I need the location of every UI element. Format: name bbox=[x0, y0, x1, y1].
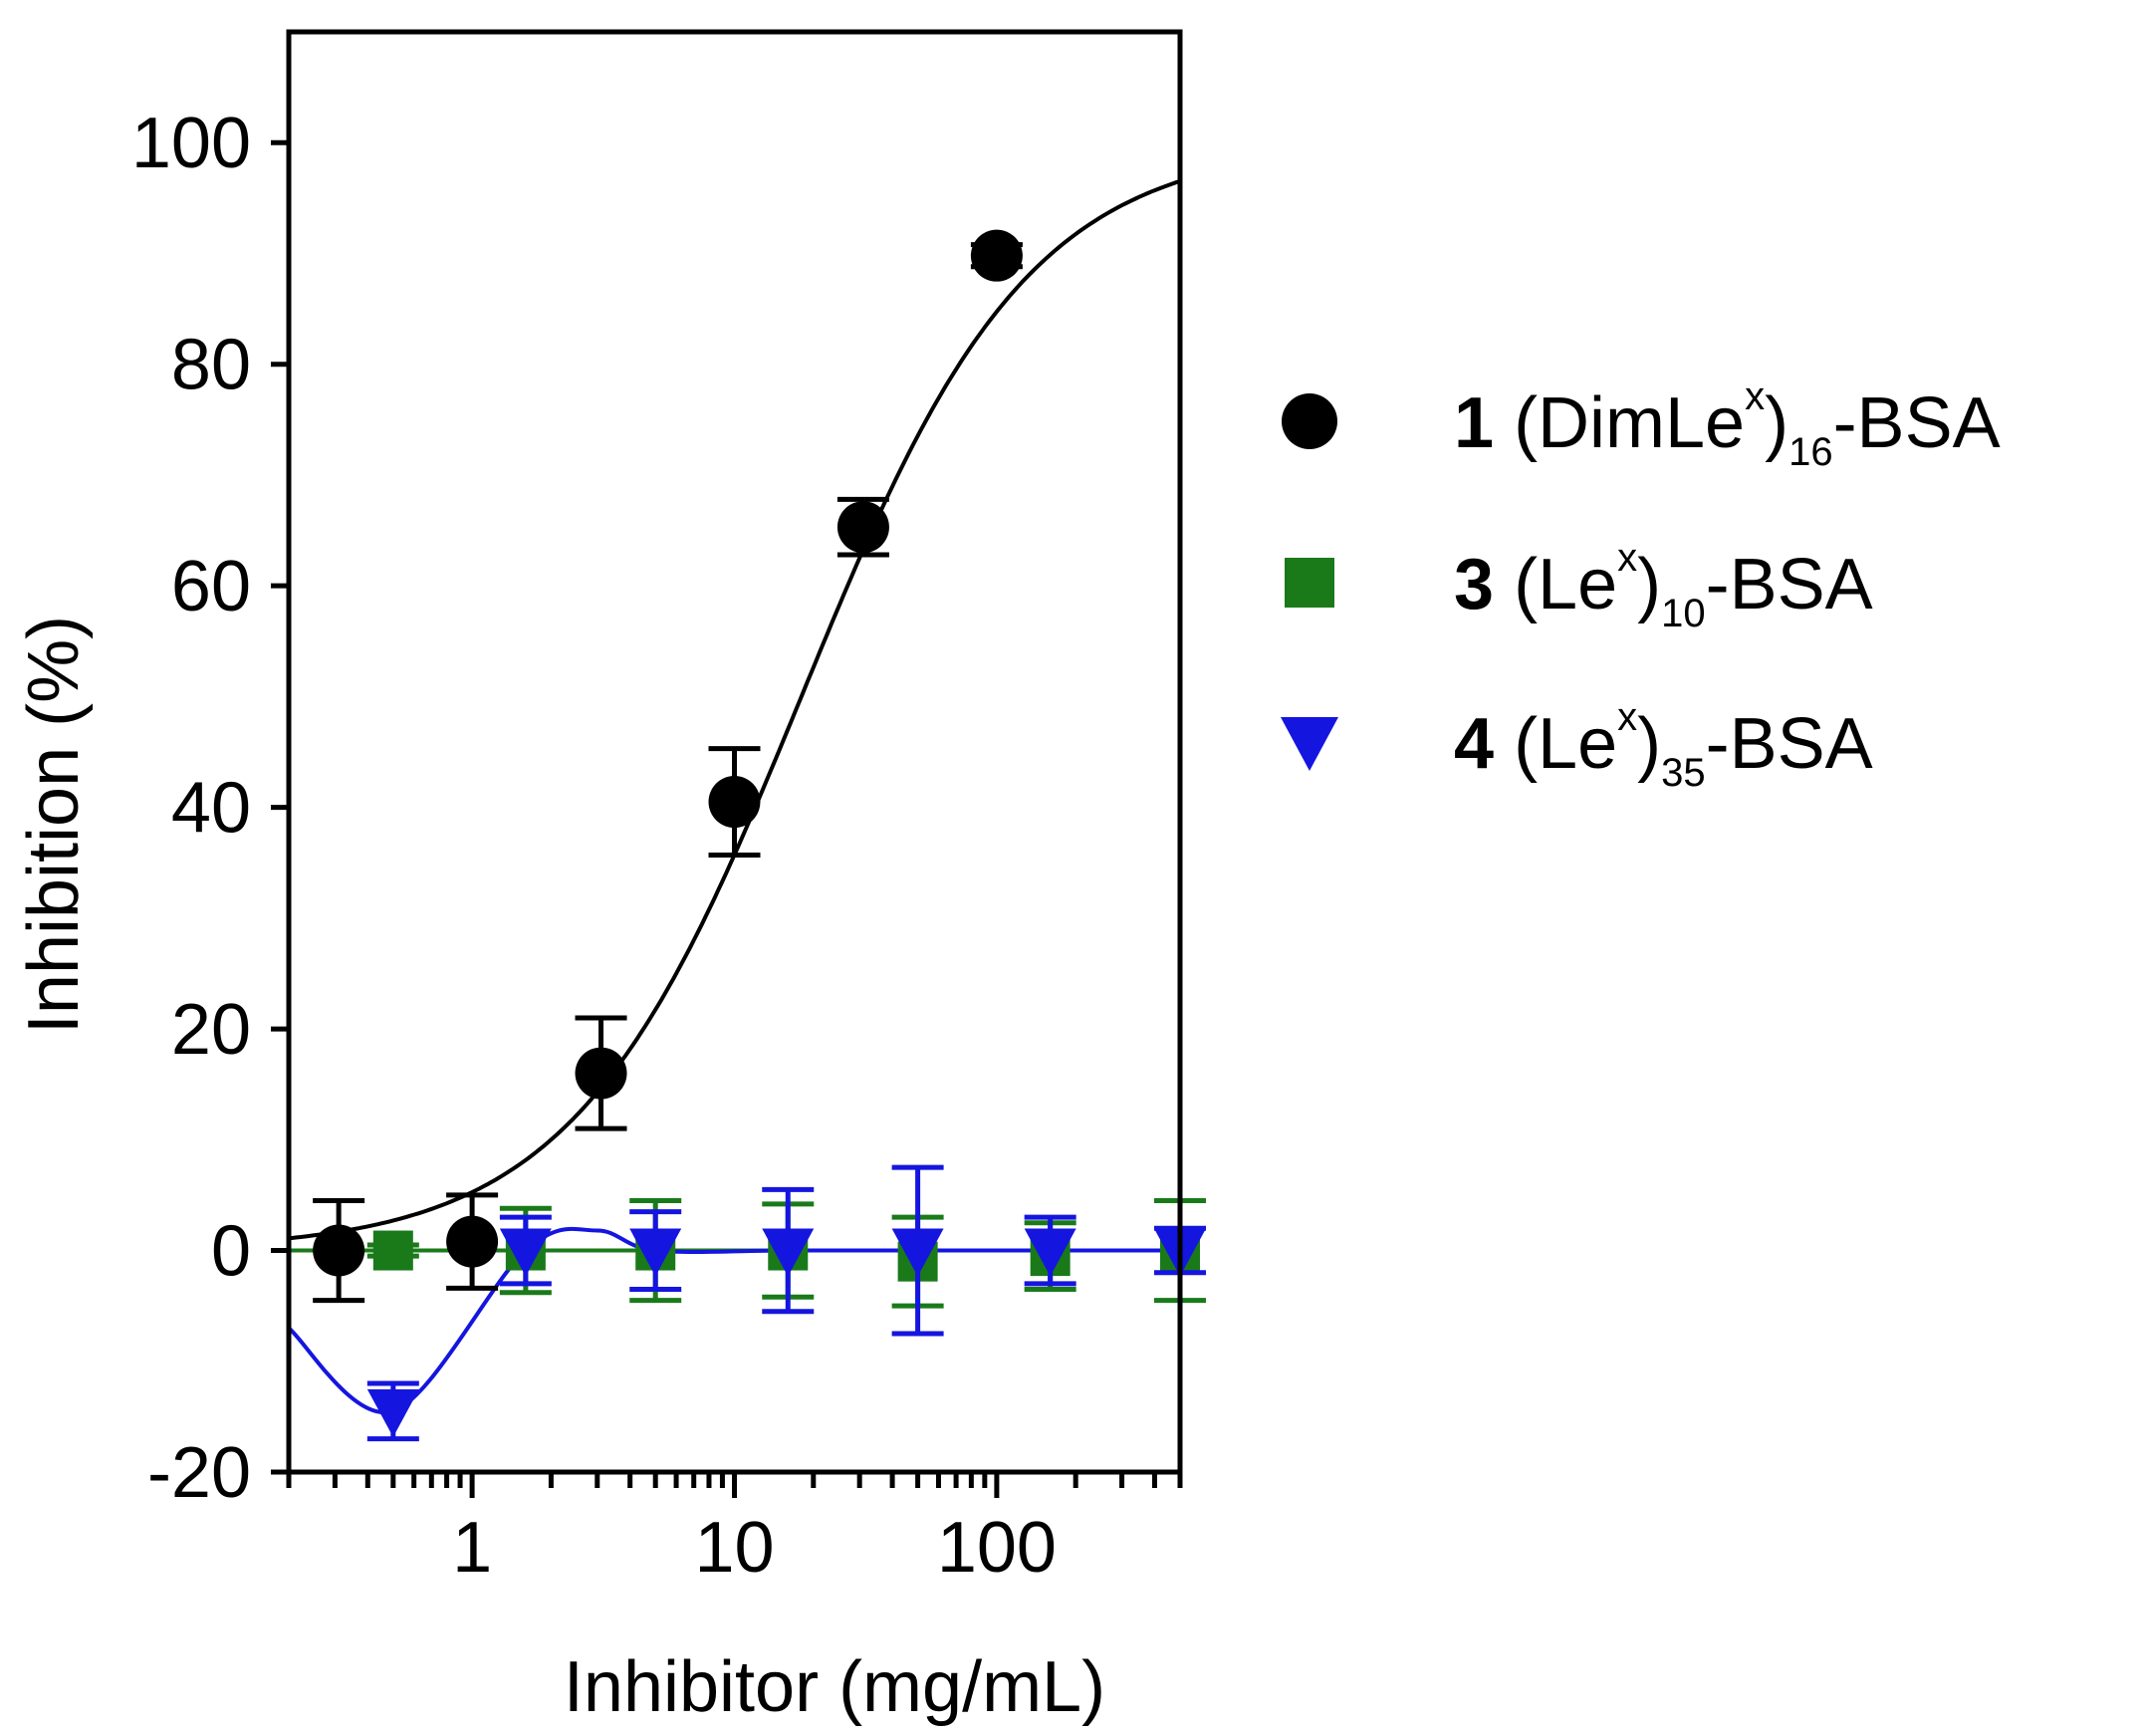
legend-text-sub: 35 bbox=[1661, 751, 1706, 795]
marker-square bbox=[372, 1230, 413, 1271]
legend-number: 4 bbox=[1454, 704, 1495, 784]
legend-text-pre: (Le bbox=[1514, 704, 1618, 784]
data-point-s4 bbox=[499, 1214, 552, 1287]
data-point-s1 bbox=[836, 496, 889, 558]
legend-text-suffix: -BSA bbox=[1705, 704, 1873, 784]
data-point-s1 bbox=[575, 1015, 627, 1131]
marker-triangle-down bbox=[366, 1388, 419, 1437]
data-point-s1 bbox=[970, 229, 1023, 282]
legend-marker-triangle bbox=[1281, 717, 1338, 771]
legend-text-sup: x bbox=[1617, 695, 1638, 739]
marker-triangle-down bbox=[891, 1228, 944, 1277]
data-point-s4 bbox=[762, 1186, 815, 1315]
x-tick-label: 1 bbox=[452, 1508, 492, 1588]
legend-label-series-4: 4 (Lex)35-BSA bbox=[1454, 697, 1873, 793]
tick-labels: -20 0 20 40 60 80 100 1 10 100 bbox=[131, 104, 1057, 1588]
fit-curve-s1 bbox=[288, 178, 1181, 1241]
y-tick-label: 40 bbox=[171, 769, 251, 849]
x-axis-title: Inhibitor (mg/mL) bbox=[564, 1647, 1105, 1727]
data-point-s4 bbox=[1024, 1214, 1076, 1287]
legend-label-series-1: 1 (DimLex)16-BSA bbox=[1454, 376, 2001, 472]
legend-text-post: ) bbox=[1637, 704, 1662, 784]
square-marker-icon bbox=[1285, 558, 1334, 608]
legend-text-sub: 16 bbox=[1788, 430, 1833, 474]
data-point-s4 bbox=[366, 1380, 419, 1442]
data-point-s1 bbox=[708, 746, 761, 858]
data-point-s1 bbox=[446, 1192, 499, 1291]
marker-triangle-down bbox=[762, 1228, 815, 1277]
data-point-s3 bbox=[366, 1230, 419, 1271]
y-tick-label: 60 bbox=[171, 547, 251, 626]
y-tick-label: 20 bbox=[171, 990, 251, 1070]
legend-text-sub: 10 bbox=[1661, 592, 1706, 635]
legend-item-series-4: 4 (Lex)35-BSA bbox=[1275, 697, 2131, 793]
y-tick-label: 100 bbox=[131, 104, 251, 183]
legend-text-post: ) bbox=[1637, 545, 1662, 624]
legend-marker-circle bbox=[1282, 393, 1337, 449]
data-point-s1 bbox=[313, 1197, 365, 1304]
marker-circle bbox=[575, 1047, 627, 1100]
triangle-down-marker-icon bbox=[1281, 717, 1338, 771]
data-point-s4 bbox=[891, 1164, 944, 1337]
legend-text-suffix: -BSA bbox=[1832, 383, 2001, 463]
axes bbox=[271, 29, 1183, 1498]
legend-item-series-3: 3 (Lex)10-BSA bbox=[1275, 538, 2131, 633]
data-point-s4 bbox=[629, 1209, 682, 1292]
y-tick-label: 0 bbox=[211, 1212, 251, 1292]
legend-text-suffix: -BSA bbox=[1705, 545, 1873, 624]
marker-triangle-down bbox=[499, 1228, 552, 1277]
y-tick-label: 80 bbox=[171, 326, 251, 405]
data-marks bbox=[313, 229, 1206, 1442]
marker-circle bbox=[836, 501, 889, 554]
legend-text-sup: x bbox=[1617, 536, 1638, 580]
legend-text-post: ) bbox=[1765, 383, 1789, 463]
legend-text-pre: (DimLe bbox=[1514, 383, 1746, 463]
legend-text-pre: (Le bbox=[1514, 545, 1618, 624]
marker-triangle-down bbox=[629, 1228, 682, 1277]
marker-circle bbox=[313, 1224, 365, 1277]
legend-item-series-1: 1 (DimLex)16-BSA bbox=[1275, 376, 2131, 472]
circle-marker-icon bbox=[1282, 393, 1337, 449]
y-tick-label: -20 bbox=[147, 1433, 251, 1513]
marker-triangle-down bbox=[1024, 1228, 1076, 1277]
legend-marker-square bbox=[1285, 558, 1334, 608]
legend-label-series-3: 3 (Lex)10-BSA bbox=[1454, 538, 1873, 633]
legend-number: 1 bbox=[1454, 383, 1495, 463]
legend-number: 3 bbox=[1454, 545, 1495, 624]
marker-circle bbox=[970, 229, 1023, 282]
x-tick-label: 100 bbox=[937, 1508, 1057, 1588]
marker-circle bbox=[446, 1215, 499, 1268]
x-tick-label: 10 bbox=[694, 1508, 774, 1588]
marker-circle bbox=[708, 776, 761, 829]
legend-text-sup: x bbox=[1745, 374, 1766, 418]
y-axis-title: Inhibition (%) bbox=[14, 616, 94, 1034]
